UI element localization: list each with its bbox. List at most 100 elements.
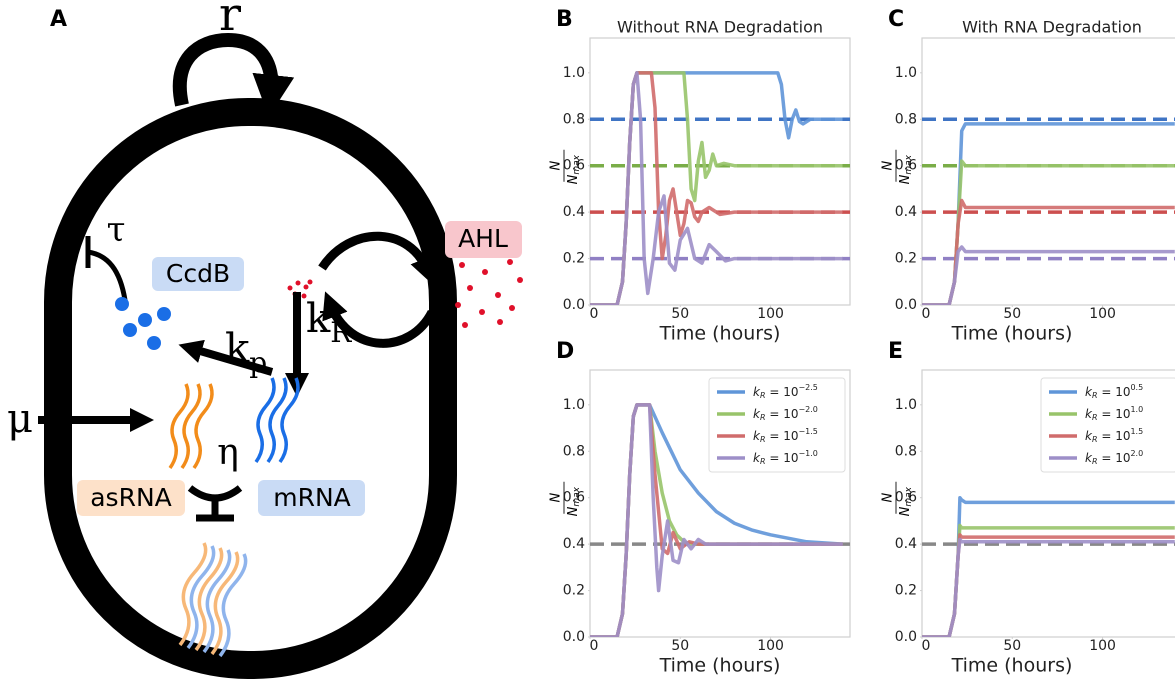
legend-text-part: = 10 [766,429,799,443]
x-tick-label: 0 [590,306,599,322]
y-tick-label: 0.8 [563,443,585,459]
cell [58,112,443,665]
y-label-numerator: N [881,493,896,503]
denominator-subscript: max [904,486,914,506]
x-tick-label: 50 [671,306,689,322]
y-tick-label: 0.0 [563,297,585,313]
legend-text-part: 0.5 [1130,383,1143,392]
y-tick-label: 1.0 [563,397,585,413]
binding-rate: η [217,432,239,473]
y-tick-label: 0.2 [895,583,917,599]
legend-text-part: = 10 [766,385,799,399]
legend-text-part: = 10 [766,407,799,421]
x-tick-label: 50 [1003,306,1021,322]
x-tick-label: 100 [757,306,784,322]
denominator-symbol: N [898,174,913,184]
inhibition [88,252,125,300]
y-label-numerator: N [881,161,896,171]
y-tick-label: 0.0 [895,297,917,313]
y-tick-label: 0.4 [563,536,585,552]
legend-text-part: −1.5 [798,427,817,436]
y-tick-label: 0.0 [563,629,585,645]
toxin-rate: τ [107,210,126,250]
y-tick-label: 0.8 [563,111,585,127]
x-tick-label: 50 [1003,638,1021,654]
legend-text-part: 2.0 [1130,449,1143,458]
x-axis-label: Time (hours) [951,323,1073,345]
legend-text-part: −2.5 [798,383,817,392]
transcription-rate: kR [306,296,352,349]
y-tick-label: 1.0 [563,65,585,81]
panel-label: C [888,7,904,32]
duplex-waves [180,543,246,656]
denominator-subscript: max [572,486,582,506]
denominator-subscript: max [572,154,582,174]
antisense-waves [170,384,212,468]
y-tick-label: 1.0 [895,397,917,413]
x-axis-label: Time (hours) [659,655,781,677]
legend-text-part: −1.0 [798,449,817,458]
growth-rate: r [219,0,241,41]
denominator-symbol: N [566,174,581,184]
growth-arrow [180,40,272,105]
x-tick-label: 50 [671,638,689,654]
legend-text-part: 1.5 [1130,427,1143,436]
symbol: k [306,296,331,342]
y-tick-label: 0.2 [563,583,585,599]
subscript: p [249,346,267,379]
x-axis-label: Time (hours) [951,655,1073,677]
chart-title: Without RNA Degradation [617,18,823,37]
panel-label: A [50,7,67,32]
diagram: A r τ CcdB AHL kp kR μ η [7,0,523,665]
y-tick-label: 0.2 [563,251,585,267]
panel-label: B [556,7,573,32]
subscript: R [330,316,352,349]
x-tick-label: 0 [922,306,931,322]
x-tick-label: 0 [922,638,931,654]
export-arrow [322,236,428,272]
x-tick-label: 100 [757,638,784,654]
toxin-dots [115,297,171,350]
y-tick-label: 0.4 [895,536,917,552]
x-tick-label: 100 [1089,306,1116,322]
symbol: k [225,326,250,372]
signal-label: AHL [458,224,508,253]
legend-text-part: = 10 [1098,429,1131,443]
legend-text-part: = 10 [1098,407,1131,421]
toxin-label: CcdB [166,259,230,288]
x-tick-label: 100 [1089,638,1116,654]
antisense-label: asRNA [90,483,172,512]
production-rate: kp [225,326,267,379]
y-tick-label: 0.4 [563,204,585,220]
legend-text-part: = 10 [766,451,799,465]
panel-label: D [556,339,574,364]
y-tick-label: 0.4 [895,204,917,220]
chart-title: With RNA Degradation [962,18,1142,37]
y-tick-label: 0.8 [895,111,917,127]
y-tick-label: 0.8 [895,443,917,459]
messenger-label: mRNA [273,483,351,512]
legend-text-part: = 10 [1098,451,1131,465]
x-axis-label: Time (hours) [659,323,781,345]
y-tick-label: 1.0 [895,65,917,81]
binding-junction [190,488,240,518]
y-label-numerator: N [549,493,564,503]
x-tick-label: 0 [590,638,599,654]
denominator-subscript: max [904,154,914,174]
panel-label: E [888,339,903,364]
inflow-rate: μ [7,396,33,442]
denominator-symbol: N [566,506,581,516]
y-tick-label: 0.0 [895,629,917,645]
legend-text-part: −2.0 [798,405,817,414]
messenger-waves [256,378,298,462]
y-tick-label: 0.2 [895,251,917,267]
legend-text-part: = 10 [1098,385,1131,399]
denominator-symbol: N [898,506,913,516]
y-label-numerator: N [549,161,564,171]
